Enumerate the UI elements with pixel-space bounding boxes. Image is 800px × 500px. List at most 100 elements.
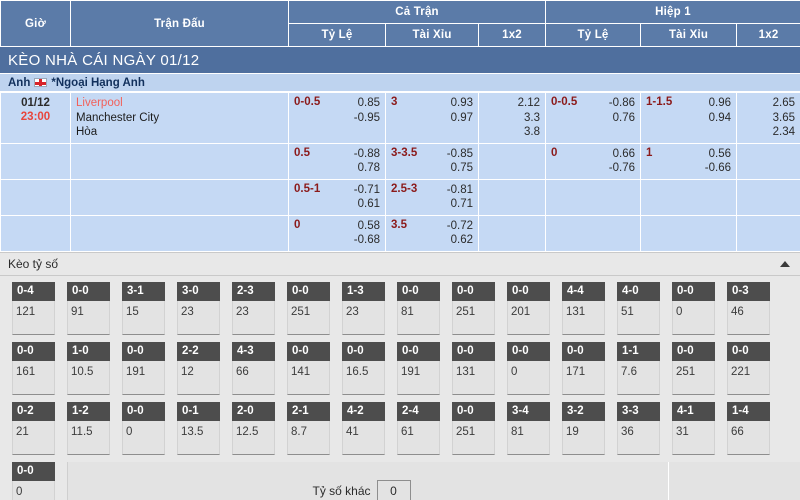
ft-handicap-line-cell[interactable]: 0.5 -0.88 0.78 <box>288 142 386 180</box>
odd-value[interactable]: 0.96 <box>708 97 731 109</box>
correct-score-header[interactable]: Kèo tỷ số <box>0 251 800 276</box>
score-tile[interactable]: 0-0 131 <box>452 341 495 402</box>
h1-handicap-line-cell[interactable] <box>545 178 641 216</box>
caret-up-icon[interactable] <box>780 260 790 267</box>
score-tile[interactable]: 0-0 0 <box>672 281 715 342</box>
h1-ou-line-cell[interactable]: 1 0.56 -0.66 <box>640 142 737 180</box>
score-tile[interactable]: 4-1 31 <box>672 401 715 462</box>
odd-value[interactable]: 0.93 <box>450 97 473 109</box>
score-tile[interactable]: 2-2 12 <box>177 341 220 402</box>
score-tile[interactable]: 3-1 15 <box>122 281 165 342</box>
league-header[interactable]: Anh *Ngoại Hạng Anh <box>0 74 800 92</box>
score-odd[interactable]: 251 <box>287 300 330 335</box>
score-odd[interactable]: 81 <box>397 300 440 335</box>
score-odd[interactable]: 15 <box>122 300 165 335</box>
score-tile[interactable]: 4-0 51 <box>617 281 660 342</box>
score-tile[interactable]: 0-4 121 <box>12 281 55 342</box>
score-tile[interactable]: 0-0 251 <box>672 341 715 402</box>
score-tile[interactable]: 1-4 66 <box>727 401 770 462</box>
score-tile[interactable]: 0-0 0 <box>12 461 55 500</box>
score-tile[interactable]: 0-0 16.5 <box>342 341 385 402</box>
odd-value[interactable]: 0.78 <box>357 162 380 174</box>
odd-value[interactable]: 0.85 <box>357 97 380 109</box>
score-tile[interactable]: 0-0 251 <box>452 401 495 462</box>
score-odd[interactable]: 251 <box>452 300 495 335</box>
odd-value[interactable]: 3.8 <box>524 126 540 138</box>
score-odd[interactable]: 41 <box>342 420 385 455</box>
score-odd[interactable]: 8.7 <box>287 420 330 455</box>
score-odd[interactable]: 91 <box>67 300 110 335</box>
score-odd[interactable]: 61 <box>397 420 440 455</box>
score-odd[interactable]: 161 <box>12 360 55 395</box>
score-tile[interactable]: 0-0 191 <box>122 341 165 402</box>
score-tile[interactable]: 0-0 251 <box>452 281 495 342</box>
score-odd[interactable]: 131 <box>562 300 605 335</box>
score-tile[interactable]: 2-3 23 <box>232 281 275 342</box>
col-header-ft-tai-xiu[interactable]: Tài Xỉu <box>385 23 479 47</box>
ft-ou-line-cell[interactable]: 3.5 -0.72 0.62 <box>385 214 479 252</box>
ft-ou-line-cell[interactable]: 3-3.5 -0.85 0.75 <box>385 142 479 180</box>
score-odd[interactable]: 7.6 <box>617 360 660 395</box>
score-odd[interactable]: 121 <box>12 300 55 335</box>
col-header-ft-ty-le[interactable]: Tỷ Lệ <box>288 23 386 47</box>
score-odd[interactable]: 16.5 <box>342 360 385 395</box>
h1-ou-line-cell[interactable] <box>640 214 737 252</box>
ft-handicap-line-cell[interactable]: 0.5-1 -0.71 0.61 <box>288 178 386 216</box>
draw-label[interactable]: Hòa <box>76 126 98 138</box>
odd-value[interactable]: 0.71 <box>450 198 473 210</box>
odd-value[interactable]: 2.34 <box>772 126 795 138</box>
score-tile[interactable]: 0-0 141 <box>287 341 330 402</box>
score-tile[interactable]: 1-3 23 <box>342 281 385 342</box>
score-tile[interactable]: 0-0 221 <box>727 341 770 402</box>
odd-value[interactable]: 2.65 <box>772 97 795 109</box>
score-tile[interactable]: 4-2 41 <box>342 401 385 462</box>
score-tile[interactable]: 2-1 8.7 <box>287 401 330 462</box>
score-odd[interactable]: 66 <box>727 420 770 455</box>
h1-ou-odds[interactable]: 0.96 0.94 <box>646 96 731 125</box>
ft-ou-odds[interactable]: -0.81 0.71 <box>391 183 473 212</box>
score-odd[interactable]: 141 <box>287 360 330 395</box>
score-tile[interactable]: 0-0 161 <box>12 341 55 402</box>
odd-value[interactable]: 0.97 <box>450 111 473 124</box>
ft-1x2-cell[interactable] <box>478 142 546 180</box>
score-odd[interactable]: 0 <box>12 480 55 500</box>
score-tile[interactable]: 4-4 131 <box>562 281 605 342</box>
score-tile[interactable]: 3-3 36 <box>617 401 660 462</box>
h1-ou-line-cell[interactable] <box>640 178 737 216</box>
ft-handicap-odds[interactable]: -0.88 0.78 <box>294 147 380 176</box>
odd-value[interactable]: 0.75 <box>450 162 473 174</box>
col-header-gio[interactable]: Giờ <box>0 0 71 47</box>
score-tile[interactable]: 0-0 0 <box>122 401 165 462</box>
odd-value[interactable]: -0.81 <box>446 183 473 196</box>
score-odd[interactable]: 11.5 <box>67 420 110 455</box>
h1-ou-odds[interactable]: 0.56 -0.66 <box>646 147 731 176</box>
odd-value[interactable]: 3.3 <box>524 111 540 124</box>
ft-handicap-line-cell[interactable]: 0 0.58 -0.68 <box>288 214 386 252</box>
score-odd[interactable]: 131 <box>452 360 495 395</box>
match-teams-cell[interactable]: Liverpool Manchester City Hòa <box>70 92 289 144</box>
score-tile[interactable]: 0-0 201 <box>507 281 550 342</box>
odd-value[interactable]: -0.95 <box>353 111 380 124</box>
score-odd[interactable]: 0 <box>507 360 550 395</box>
score-odd[interactable]: 251 <box>452 420 495 455</box>
ft-handicap-odds[interactable]: 0.58 -0.68 <box>294 219 380 248</box>
score-odd[interactable]: 21 <box>12 420 55 455</box>
score-tile[interactable]: 0-2 21 <box>12 401 55 462</box>
col-header-ft-1x2[interactable]: 1x2 <box>477 23 547 47</box>
ft-ou-line-cell[interactable]: 3 0.93 0.97 <box>385 92 479 144</box>
ft-handicap-odds[interactable]: -0.71 0.61 <box>294 183 380 212</box>
score-odd[interactable]: 23 <box>232 300 275 335</box>
h1-ou-line-cell[interactable]: 1-1.5 0.96 0.94 <box>640 92 737 144</box>
score-tile[interactable]: 3-0 23 <box>177 281 220 342</box>
score-tile[interactable]: 3-2 19 <box>562 401 605 462</box>
odd-value[interactable]: -0.68 <box>353 234 380 246</box>
score-tile[interactable]: 0-0 171 <box>562 341 605 402</box>
score-odd[interactable]: 10.5 <box>67 360 110 395</box>
h1-handicap-odds[interactable]: -0.86 0.76 <box>551 96 635 125</box>
score-odd[interactable]: 31 <box>672 420 715 455</box>
odd-value[interactable]: 2.12 <box>517 97 540 109</box>
h1-1x2-cell[interactable] <box>736 178 800 216</box>
score-tile[interactable]: 2-0 12.5 <box>232 401 275 462</box>
h1-handicap-line-cell[interactable]: 0 0.66 -0.76 <box>545 142 641 180</box>
h1-handicap-line-cell[interactable]: 0-0.5 -0.86 0.76 <box>545 92 641 144</box>
